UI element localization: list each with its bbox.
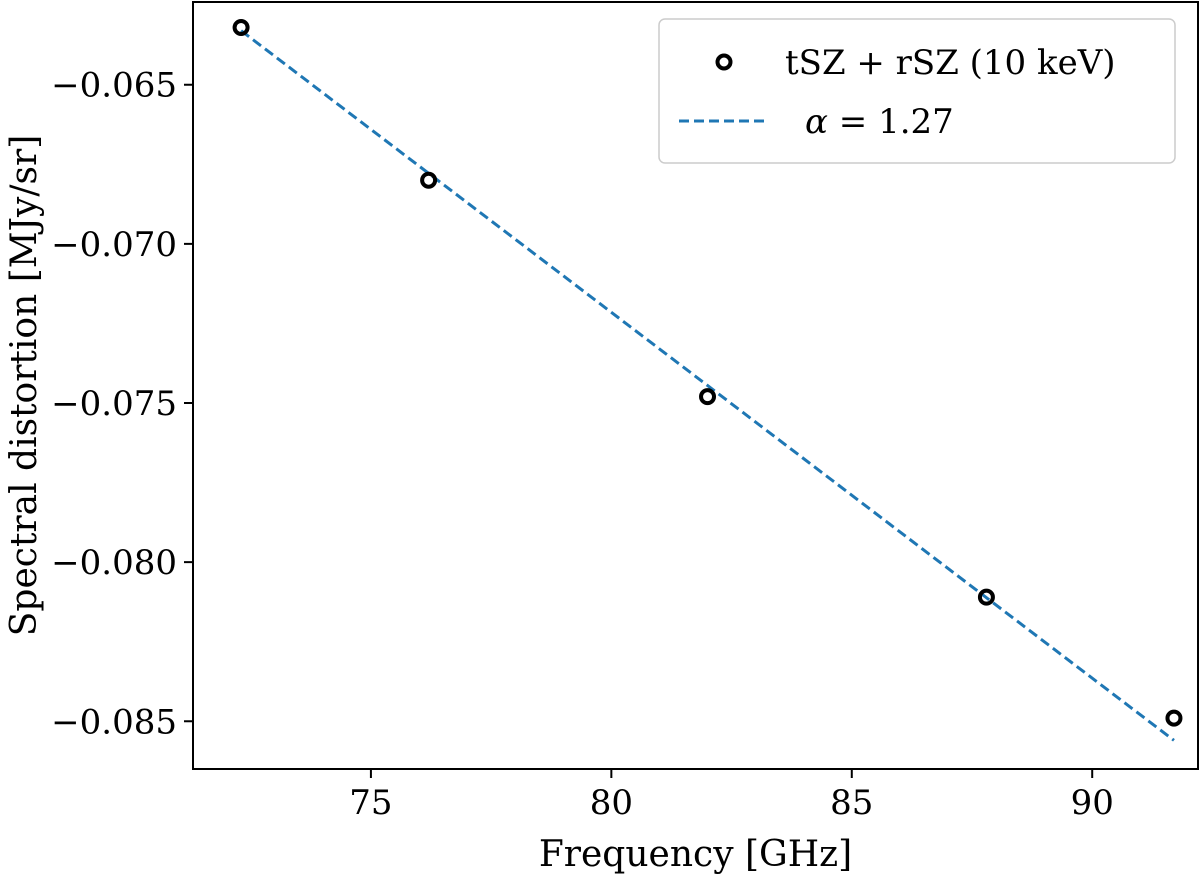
x-tick-label: 80 [590,783,633,823]
y-axis-label: Spectral distortion [MJy/sr] [4,135,45,636]
y-tick-label: −0.065 [51,66,177,106]
axes: 75 80 85 90 −0.065 −0.070 −0.075 −0.080 −0.085 [51,1,1199,823]
x-axis-label: Frequency [GHz] [539,834,852,875]
x-tick-label: 90 [1071,783,1114,823]
legend-alpha-value: = 1.27 [828,102,954,142]
plot-area [232,18,1183,742]
y-tick-label: −0.075 [51,384,177,424]
legend-alpha-symbol: α [805,102,828,142]
x-tick-label: 75 [349,783,392,823]
plot-frame [192,1,1199,770]
y-tick-label: −0.085 [51,702,177,742]
x-tick-label: 85 [830,783,873,823]
legend: tSZ + rSZ (10 keV) α = 1.27 [658,18,1176,164]
legend-label-fit: α = 1.27 [805,102,954,142]
y-tick-label: −0.070 [51,225,177,265]
legend-marker-circle [715,53,733,71]
data-point [232,18,250,36]
data-point [420,171,438,189]
data-point [977,588,995,606]
legend-box [658,18,1176,164]
data-point [699,388,717,406]
fit-line [240,29,1175,742]
data-point [1165,709,1183,727]
legend-label-data: tSZ + rSZ (10 keV) [785,43,1116,83]
y-tick-label: −0.080 [51,543,177,583]
